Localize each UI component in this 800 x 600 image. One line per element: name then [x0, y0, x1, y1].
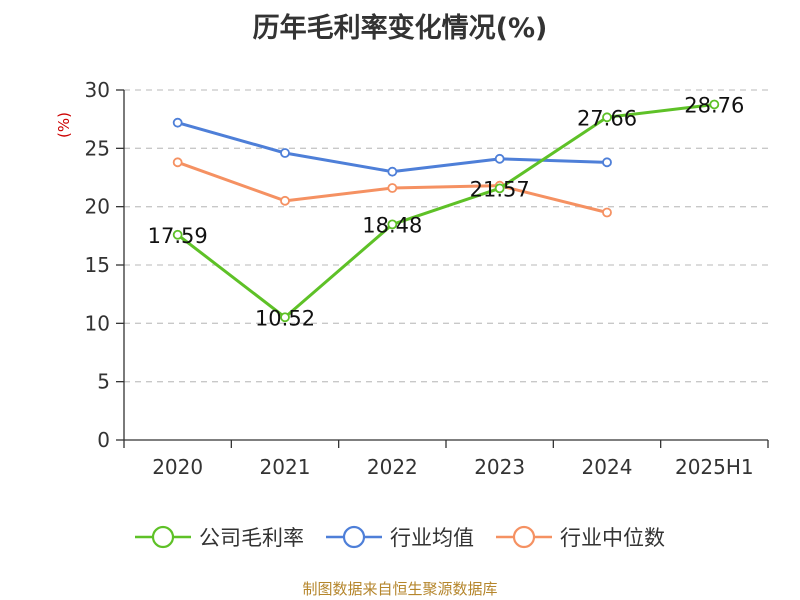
data-point	[494, 183, 505, 194]
data-point	[172, 117, 183, 128]
data-point	[387, 166, 398, 177]
data-label: 10.52	[255, 306, 315, 330]
legend-label: 行业中位数	[560, 526, 665, 550]
series-lines	[172, 99, 720, 323]
data-point	[280, 195, 290, 206]
legend-marker	[512, 525, 536, 549]
x-tick-label: 2023	[474, 455, 525, 479]
series-line	[176, 102, 715, 319]
x-tick-label: 2022	[367, 455, 418, 479]
y-tick-label: 5	[97, 370, 110, 394]
data-point	[280, 148, 290, 158]
series-line	[177, 121, 608, 174]
data-point	[602, 112, 612, 123]
data-label: 21.57	[470, 177, 530, 201]
legend-label: 行业均值	[390, 526, 474, 550]
data-label: 28.76	[684, 93, 744, 117]
data-point	[172, 229, 183, 240]
data-point	[280, 312, 290, 323]
legend-marker	[151, 525, 175, 549]
x-tick-label: 2021	[260, 455, 311, 479]
data-point	[602, 207, 612, 218]
y-tick-label: 15	[85, 253, 110, 277]
legend-marker	[342, 525, 366, 549]
data-label: 27.66	[577, 106, 637, 130]
legend-label: 公司毛利率	[199, 526, 304, 550]
data-point	[709, 99, 720, 110]
data-label: 18.48	[362, 213, 422, 237]
x-tick-label: 2025H1	[675, 455, 754, 479]
x-tick-label: 2020	[152, 455, 203, 479]
axes: 0 5 10 15 20 25 30 2020 2021 2022 2023 2024 2025H1	[85, 78, 769, 479]
data-point	[387, 219, 398, 230]
x-tick-label: 2024	[582, 455, 633, 479]
legend: 公司毛利率 行业均值 行业中位数	[135, 525, 665, 550]
y-tick-label: 30	[85, 78, 110, 102]
source-note: 制图数据来自恒生聚源数据库	[302, 580, 498, 598]
data-labels: 17.59 10.52 18.48 21.57 27.66 28.76	[148, 93, 745, 330]
y-tick-label: 25	[85, 136, 110, 160]
data-point	[494, 153, 505, 164]
y-unit-label: (%)	[55, 112, 73, 138]
data-point	[602, 157, 612, 168]
y-tick-label: 0	[97, 428, 110, 452]
data-point	[172, 157, 183, 168]
y-tick-label: 10	[85, 311, 110, 335]
data-point	[387, 183, 398, 193]
y-tick-label: 20	[85, 195, 110, 219]
chart-title: 历年毛利率变化情况(%)	[252, 13, 548, 44]
data-label: 17.59	[148, 224, 208, 248]
